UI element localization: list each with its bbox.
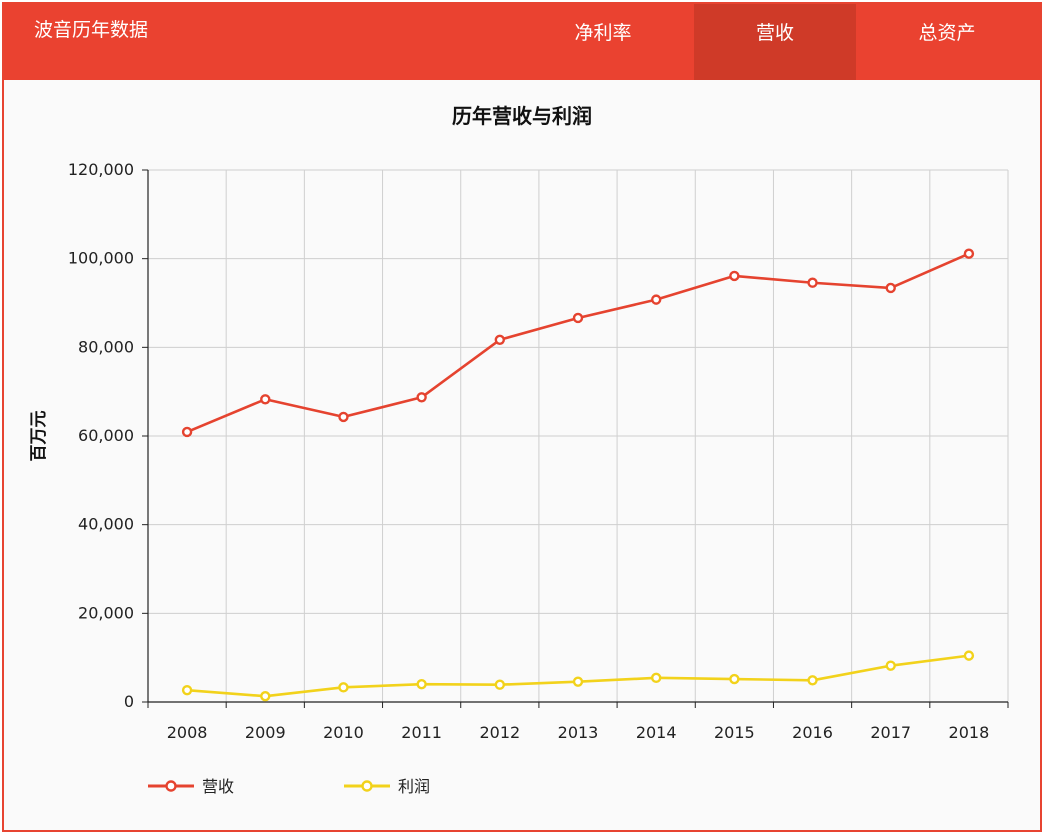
y-tick-label: 100,000 [68,249,134,268]
data-point[interactable] [572,312,584,324]
x-tick-label: 2018 [949,723,990,742]
data-point[interactable] [650,294,662,305]
x-tick-label: 2010 [323,723,364,742]
data-point[interactable] [338,682,349,693]
y-axis-label: 百万元 [29,411,49,462]
y-tick-label: 60,000 [78,426,134,445]
legend-label[interactable]: 利润 [398,777,430,796]
data-point[interactable] [807,277,818,288]
tab-total-assets[interactable]: 总资产 [918,22,976,44]
x-tick-label: 2012 [479,723,520,742]
y-tick-label: 80,000 [78,337,134,356]
data-point[interactable] [729,673,740,685]
data-point[interactable] [807,675,818,686]
tab-revenue[interactable]: 营收 [694,4,856,80]
legend-label[interactable]: 营收 [202,777,234,796]
x-tick-label: 2009 [245,723,286,742]
data-point[interactable] [572,676,584,687]
legend-swatch-marker[interactable] [361,780,373,792]
data-point[interactable] [416,392,427,403]
data-point[interactable] [729,270,740,282]
data-point[interactable] [416,678,427,690]
data-point[interactable] [963,650,975,661]
y-tick-label: 120,000 [68,160,134,179]
data-point[interactable] [885,660,896,671]
data-point[interactable] [650,672,662,684]
legend-swatch-marker[interactable] [165,780,177,792]
x-tick-label: 2008 [167,723,208,742]
x-tick-label: 2016 [792,723,833,742]
y-tick-label: 20,000 [78,603,134,622]
data-point[interactable] [963,248,975,259]
data-point[interactable] [181,426,193,438]
y-tick-label: 40,000 [78,515,134,534]
x-tick-label: 2011 [401,723,442,742]
y-tick-label: 0 [124,692,134,711]
tab-net-margin[interactable]: 净利率 [574,22,632,44]
data-point[interactable] [494,679,506,690]
x-tick-label: 2013 [558,723,599,742]
x-tick-label: 2015 [714,723,755,742]
data-point[interactable] [260,394,271,405]
brand-title: 波音历年数据 [34,19,149,41]
chart-title: 历年营收与利润 [452,104,592,128]
data-point[interactable] [181,684,193,696]
data-point[interactable] [260,690,271,702]
x-tick-label: 2017 [870,723,911,742]
header-bar: 波音历年数据 净利率 营收 总资产 [4,4,1040,80]
data-point[interactable] [885,282,896,294]
data-point[interactable] [338,411,349,423]
data-point[interactable] [494,334,506,346]
x-tick-label: 2014 [636,723,677,742]
